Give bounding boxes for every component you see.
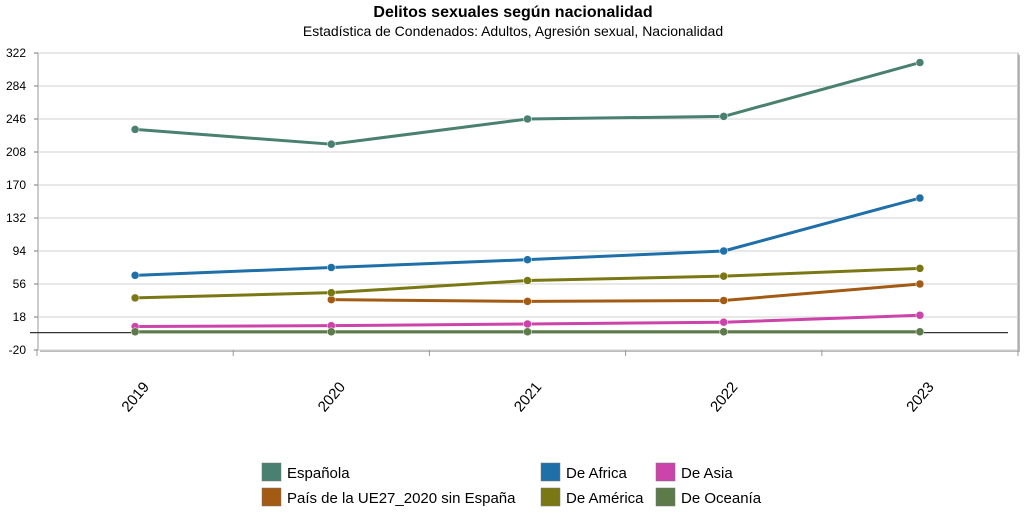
data-point[interactable] [915,327,925,337]
plot-area [37,52,1020,352]
data-point[interactable] [523,276,532,285]
data-point[interactable] [523,297,532,306]
data-point[interactable] [719,246,728,256]
series-line [329,282,922,303]
legend-item[interactable]: De América [540,487,644,507]
data-point[interactable] [719,296,728,305]
legend-item[interactable]: De Oceanía [655,487,762,507]
data-point[interactable] [719,327,728,337]
legend-label: De Africa [566,465,628,482]
series-group [130,193,925,280]
y-tick-label: 170 [6,178,26,192]
legend-swatch [540,487,561,507]
data-point[interactable] [327,327,336,337]
y-tick-label: 208 [6,145,26,159]
series-group [327,279,925,306]
data-point[interactable] [327,263,336,272]
legend-label: De Asia [681,465,733,482]
y-tick-label: 56 [13,277,27,291]
legend-swatch [261,462,282,482]
x-tick-label: 2019 [118,379,152,415]
data-point[interactable] [523,327,532,337]
y-tick-label: 94 [13,244,27,258]
data-point[interactable] [523,114,532,124]
y-tick-label: -20 [9,343,27,357]
y-tick-label: 284 [6,79,26,93]
data-point[interactable] [915,311,925,320]
series-group [130,58,925,149]
data-point[interactable] [915,264,925,273]
data-point[interactable] [523,255,532,264]
data-point[interactable] [523,319,532,329]
data-point[interactable] [327,288,336,297]
y-tick-label: 132 [6,211,26,225]
y-tick-label: 18 [13,310,27,324]
legend-item[interactable]: De Africa [540,462,628,482]
x-tick-label: 2021 [511,379,545,415]
chart-title: Delitos sexuales según nacionalidad [373,4,652,21]
x-axis: 2019 2020 2021 2022 2023 [36,350,1019,415]
legend-swatch [540,462,561,482]
legend-swatch [261,487,282,507]
data-point[interactable] [915,58,925,67]
data-point[interactable] [130,327,140,337]
series-group [130,311,925,331]
y-axis: 322 284 246 208 170 132 94 56 18 -20 [6,46,38,357]
chart-subtitle: Estadística de Condenados: Adultos, Agre… [303,23,723,39]
data-point[interactable] [915,193,925,203]
legend-label: De Oceanía [681,490,762,507]
legend-swatch [655,462,676,482]
data-point[interactable] [719,271,728,281]
data-point[interactable] [130,271,140,280]
y-tick-label: 246 [6,112,26,126]
series-group [130,264,925,303]
x-tick-label: 2023 [903,379,937,415]
x-tick-label: 2020 [315,379,349,415]
legend-item[interactable]: Española [261,462,350,482]
series-layer [130,58,925,337]
legend-swatch [655,487,676,507]
data-point[interactable] [719,112,728,121]
legend-item[interactable]: De Asia [655,462,733,482]
series-group [130,327,925,337]
legend-label: De América [566,490,644,507]
legend-label: Española [287,465,350,482]
data-point[interactable] [130,293,140,303]
legend-label: País de la UE27_2020 sin España [287,490,516,507]
legend-item[interactable]: País de la UE27_2020 sin España [261,487,516,507]
x-tick-label: 2022 [707,379,741,415]
data-point[interactable] [130,125,140,134]
legend: Española De Africa De Asia País de la UE27_… [261,462,762,507]
y-tick-label: 322 [6,46,26,60]
data-point[interactable] [327,139,336,149]
data-point[interactable] [915,279,925,289]
data-point[interactable] [719,317,728,327]
